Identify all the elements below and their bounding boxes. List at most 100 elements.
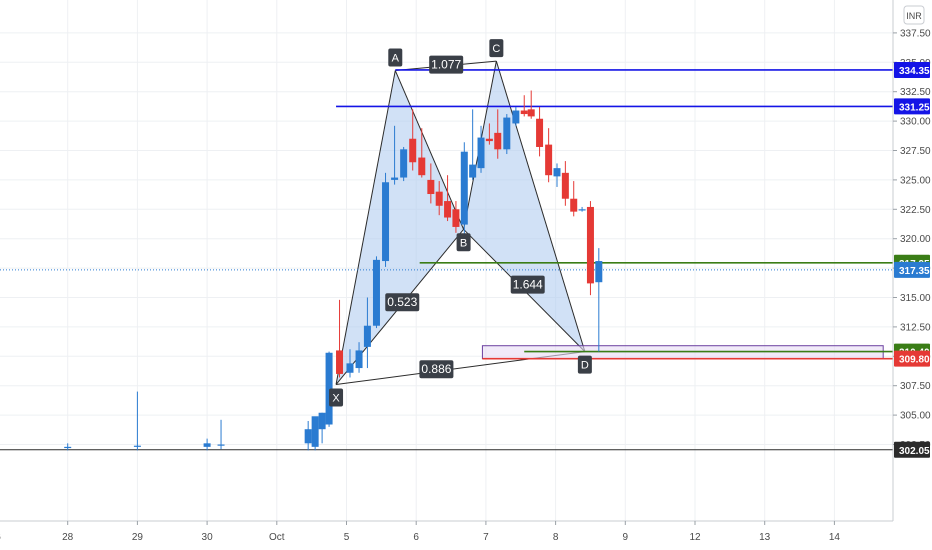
candle-body (409, 138, 417, 163)
candle-body (346, 363, 354, 373)
x-tick-label: 29 (132, 532, 144, 543)
candle-body (311, 416, 319, 447)
time-axis[interactable]: 6 28 29 30 Oct 5 6 7 8 9 12 13 14 (0, 520, 893, 543)
y-tick-label: 305.00 (900, 411, 931, 422)
xab-triangle[interactable] (336, 70, 464, 385)
price-tag[interactable]: 302.05 (894, 441, 930, 458)
ratio-label-text: 1.644 (513, 278, 543, 292)
candle-body (400, 149, 408, 178)
y-tick-label: 315.00 (900, 293, 931, 304)
price-tag-text: 334.35 (899, 66, 930, 77)
candle-body (536, 118, 544, 147)
y-tick-label: 332.50 (900, 87, 931, 98)
point-label-d: D (577, 355, 592, 374)
candle-body (512, 110, 520, 124)
price-tag-bg (894, 98, 930, 115)
price-tag-bg (894, 261, 930, 278)
candle-body (64, 446, 72, 449)
candle-body (527, 109, 535, 117)
candle-body (133, 445, 141, 447)
candle-body (382, 182, 390, 262)
x-tick-label: 12 (689, 532, 701, 543)
candle-body (469, 164, 477, 178)
point-label-x: X (329, 388, 344, 407)
y-tick-label: 322.50 (900, 205, 931, 216)
bcd-triangle[interactable] (463, 61, 585, 352)
x-tick-label: 7 (483, 532, 489, 543)
candle-body (477, 137, 485, 169)
y-tick-label: 307.50 (900, 381, 931, 392)
y-tick-label: 325.00 (900, 175, 931, 186)
candle-body (570, 198, 578, 212)
price-tag[interactable]: 331.25 (894, 98, 930, 115)
candle-body (391, 177, 399, 180)
horizontal-lines[interactable] (0, 69, 893, 451)
xa-leg (335, 70, 396, 385)
price-tag-text: 309.80 (899, 355, 930, 366)
ratio-label-bg (419, 360, 454, 379)
x-tick-label: 30 (202, 532, 214, 543)
candle-body (325, 352, 333, 425)
current-price-tag[interactable]: 317.35 (894, 261, 930, 278)
candle-body (520, 110, 528, 115)
pattern-labels: 1.077 0.523 1.644 0.886 X A B C D (329, 39, 592, 407)
point-label-bg (489, 39, 504, 58)
candle-body (444, 201, 452, 218)
ratio-label-bg (385, 293, 420, 312)
ratio-label: 0.886 (419, 360, 454, 379)
harmonic-pattern[interactable] (335, 60, 884, 386)
ratio-label-text: 0.886 (421, 362, 451, 376)
candle-body (503, 117, 511, 150)
candle-body (452, 209, 460, 227)
point-label-c: C (489, 39, 504, 58)
point-label-text: C (492, 43, 500, 55)
candle-body (595, 261, 603, 283)
x-tick-label: 6 (413, 532, 419, 543)
ratio-label-text: 0.523 (387, 295, 417, 309)
x-tick-label: Oct (269, 532, 285, 543)
price-tag-bg (894, 350, 930, 367)
price-tag-text: 317.35 (899, 266, 930, 277)
candle-body (318, 412, 326, 430)
x-tick-label: 9 (623, 532, 629, 543)
price-tag-bg (894, 61, 930, 78)
candle-body (418, 157, 426, 176)
candle-body (203, 443, 211, 447)
grid (0, 0, 893, 521)
price-tag[interactable]: 309.80 (894, 350, 930, 367)
price-tag-bg (894, 441, 930, 458)
price-axis[interactable]: 302.50305.00307.50310.00312.50315.00317.… (892, 0, 931, 521)
point-label-text: X (332, 393, 340, 405)
point-label-text: A (392, 53, 400, 65)
candle-body (485, 138, 493, 142)
currency-label: INR (906, 11, 922, 21)
point-label-bg (577, 355, 592, 374)
x-tick-label: 14 (829, 532, 841, 543)
point-label-b: B (456, 233, 471, 252)
candle-body (545, 144, 553, 176)
y-tick-label: 320.00 (900, 234, 931, 245)
price-tag[interactable]: 334.35 (894, 61, 930, 78)
ratio-label: 1.644 (510, 275, 545, 294)
candles (64, 90, 603, 451)
point-label-text: B (460, 237, 467, 249)
candle-body (578, 209, 586, 211)
ratio-label-bg (510, 275, 545, 294)
candle-body (217, 444, 225, 446)
candle-body (553, 168, 561, 177)
currency-badge[interactable]: INR (903, 5, 925, 25)
y-tick-label: 337.50 (900, 28, 931, 39)
price-tag-text: 331.25 (899, 102, 930, 113)
candle-body (363, 325, 371, 347)
x-tick-label: 13 (759, 532, 771, 543)
candle-body (435, 191, 443, 206)
point-label-bg (388, 48, 403, 67)
ratio-label-text: 1.077 (431, 58, 461, 72)
x-tick-label: 8 (553, 532, 559, 543)
candle-body (355, 350, 363, 369)
ab-leg (394, 70, 465, 230)
candle-body (494, 132, 502, 150)
y-tick-label: 312.50 (900, 322, 931, 333)
